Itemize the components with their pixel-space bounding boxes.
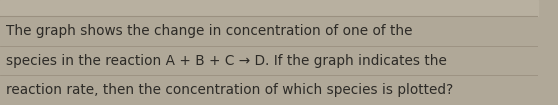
Text: reaction rate, then the concentration of which species is plotted?: reaction rate, then the concentration of…: [7, 83, 454, 97]
Text: species in the reaction A + B + C → D. If the graph indicates the: species in the reaction A + B + C → D. I…: [7, 54, 448, 68]
Text: The graph shows the change in concentration of one of the: The graph shows the change in concentrat…: [7, 24, 413, 38]
Bar: [0, 0, 538, 16]
